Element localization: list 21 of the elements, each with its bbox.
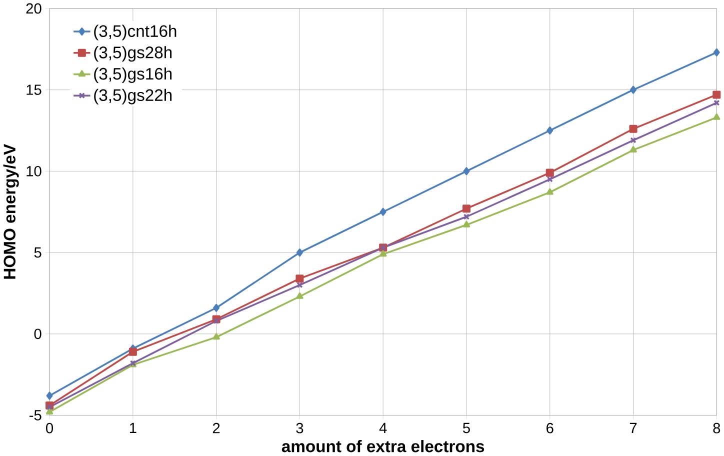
x-tick-label: 2 — [212, 423, 220, 434]
x-tick-label: 6 — [546, 423, 554, 434]
legend-label: (3,5)gs22h — [94, 89, 172, 105]
x-tick-label: 8 — [713, 423, 720, 434]
legend-label: (3,5)gs16h — [94, 68, 172, 84]
legend-label: (3,5)gs28h — [94, 46, 172, 62]
y-tick-label: 10 — [26, 166, 42, 177]
x-tick-label: 3 — [296, 423, 304, 434]
x-tick-label: 7 — [630, 423, 637, 434]
y-tick-label: 5 — [34, 248, 42, 258]
x-tick-label: 1 — [130, 423, 136, 434]
x-tick-label: 5 — [462, 423, 470, 434]
x-tick-label: 4 — [379, 423, 387, 434]
x-axis-title: amount of extra electrons — [282, 440, 484, 452]
y-tick-label: 15 — [26, 84, 42, 96]
y-tick-label: 0 — [34, 328, 42, 340]
y-tick-label: 20 — [26, 4, 42, 14]
x-tick-label: 0 — [46, 423, 54, 434]
legend-label: (3,5)cnt16h — [94, 25, 176, 41]
y-axis-title: HOMO energy/eV — [3, 144, 19, 279]
y-tick-label: -5 — [29, 410, 42, 421]
